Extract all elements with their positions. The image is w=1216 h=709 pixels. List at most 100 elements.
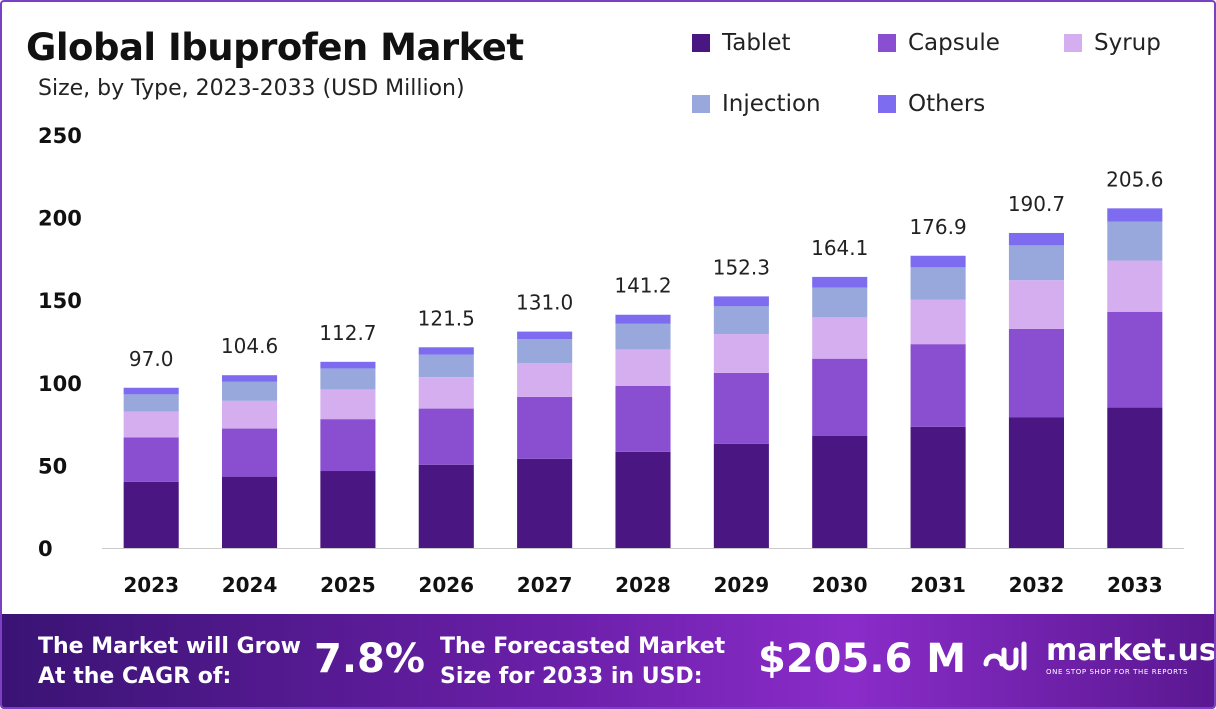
bar-segment-injection [320,368,376,390]
bar-segment-tablet [615,451,671,548]
legend-label-syrup: Syrup [1094,30,1161,56]
bar-segment-tablet [713,443,769,548]
bar-segment-injection [812,287,868,318]
bar-segment-injection [517,339,573,363]
y-tick-label: 50 [38,454,67,478]
x-tick-label: 2032 [1009,573,1065,597]
bar-segment-syrup [123,411,179,438]
bar-segment-syrup [615,349,671,386]
legend-label-injection: Injection [722,91,821,117]
cagr-caption-line1: The Market will Grow [38,634,301,659]
legend-swatch-capsule [878,34,896,52]
bar-segment-others [123,387,179,395]
legend-swatch-tablet [692,34,710,52]
bar-total-label: 190.7 [1008,192,1065,216]
bar-segment-injection [713,306,769,335]
bar-total-label: 164.1 [811,236,868,260]
x-tick-label: 2023 [123,573,179,597]
bar-segment-syrup [222,400,278,429]
bar-segment-syrup [910,299,966,345]
brand-logo-icon [983,641,1027,671]
x-tick-label: 2029 [714,573,770,597]
y-tick-label: 0 [38,537,53,561]
bar-total-label: 176.9 [909,215,966,239]
legend-item-injection: Injection [692,91,821,117]
forecast-caption-line1: The Forecasted Market [440,634,726,659]
bar-total-label: 141.2 [614,274,671,298]
bar-segment-syrup [1107,260,1163,312]
bar-segment-injection [615,323,671,350]
bar-segment-others [615,314,671,324]
x-tick-label: 2027 [517,573,573,597]
summary-footer: The Market will Grow At the CAGR of: 7.8… [2,614,1214,707]
forecast-caption: The Forecasted Market Size for 2033 in U… [440,632,725,692]
bar-total-label: 112.7 [319,321,376,345]
bar-segment-syrup [517,362,573,397]
bar-total-label: 97.0 [129,347,174,371]
bar-segment-injection [1107,221,1163,261]
bar-segment-tablet [910,426,966,548]
legend-item-tablet: Tablet [692,30,791,56]
bar-segment-tablet [222,476,278,548]
bar-segment-others [517,331,573,340]
y-tick-label: 150 [38,289,82,313]
stacked-bar-chart: 0 50 100 150 200 250 97.0 2023 104.6 2024 112.7 202… [38,124,1184,597]
bar-total-label: 152.3 [713,255,770,279]
x-tick-label: 2026 [418,573,474,597]
y-tick-label: 250 [38,124,82,148]
bar-segment-syrup [418,377,474,409]
legend-label-capsule: Capsule [908,30,1000,56]
cagr-caption-line2: At the CAGR of: [38,664,232,689]
bar-segment-others [910,255,966,268]
y-tick-label: 100 [38,372,82,396]
bar-segment-injection [418,354,474,378]
bar-segment-others [1008,232,1064,246]
bar-segment-others [1107,208,1163,222]
bar-segment-syrup [812,317,868,359]
legend-swatch-injection [692,95,710,113]
bar-segment-tablet [123,481,179,548]
bar-segment-capsule [1107,311,1163,408]
x-tick-label: 2024 [222,573,278,597]
bar-segment-others [812,276,868,288]
bar-segment-tablet [1107,407,1163,548]
bar-segment-injection [123,394,179,412]
bar-segment-injection [910,267,966,300]
chart-subtitle: Size, by Type, 2023-2033 (USD Million) [38,76,465,101]
x-tick-label: 2025 [320,573,376,597]
bar-segment-capsule [123,437,179,482]
x-tick-label: 2028 [615,573,671,597]
cagr-value: 7.8% [314,636,425,682]
legend-label-others: Others [908,91,986,117]
bar-segment-capsule [910,344,966,427]
bar-segment-syrup [320,389,376,420]
bar-segment-tablet [812,435,868,548]
x-tick-label: 2033 [1107,573,1163,597]
forecast-value: $205.6 M [758,636,967,682]
bar-segment-capsule [812,358,868,436]
bar-segment-tablet [1008,417,1064,548]
bar-segment-others [418,347,474,355]
bar-segment-capsule [615,385,671,452]
bar-total-label: 131.0 [516,291,573,315]
bar-segment-injection [1008,245,1064,281]
y-tick-label: 200 [38,207,82,231]
bar-total-label: 104.6 [221,334,278,358]
bar-segment-capsule [222,428,278,477]
bar-segment-syrup [1008,280,1064,329]
bar-segment-capsule [517,396,573,459]
brand-tagline: ONE STOP SHOP FOR THE REPORTS [1046,668,1189,676]
chart-title: Global Ibuprofen Market [26,26,524,69]
bar-segment-capsule [713,372,769,444]
brand-name: market.us [1046,633,1216,668]
cagr-caption: The Market will Grow At the CAGR of: [38,632,301,692]
bar-segment-tablet [320,471,376,548]
bar-total-label: 121.5 [418,306,475,330]
bar-segment-capsule [320,419,376,472]
brand-logo: market.us ONE STOP SHOP FOR THE REPORTS [982,633,1216,677]
brand-text: market.us ONE STOP SHOP FOR THE REPORTS [1046,633,1216,677]
legend-swatch-others [878,95,896,113]
legend-item-others: Others [878,91,985,117]
legend-item-syrup: Syrup [1064,30,1161,56]
